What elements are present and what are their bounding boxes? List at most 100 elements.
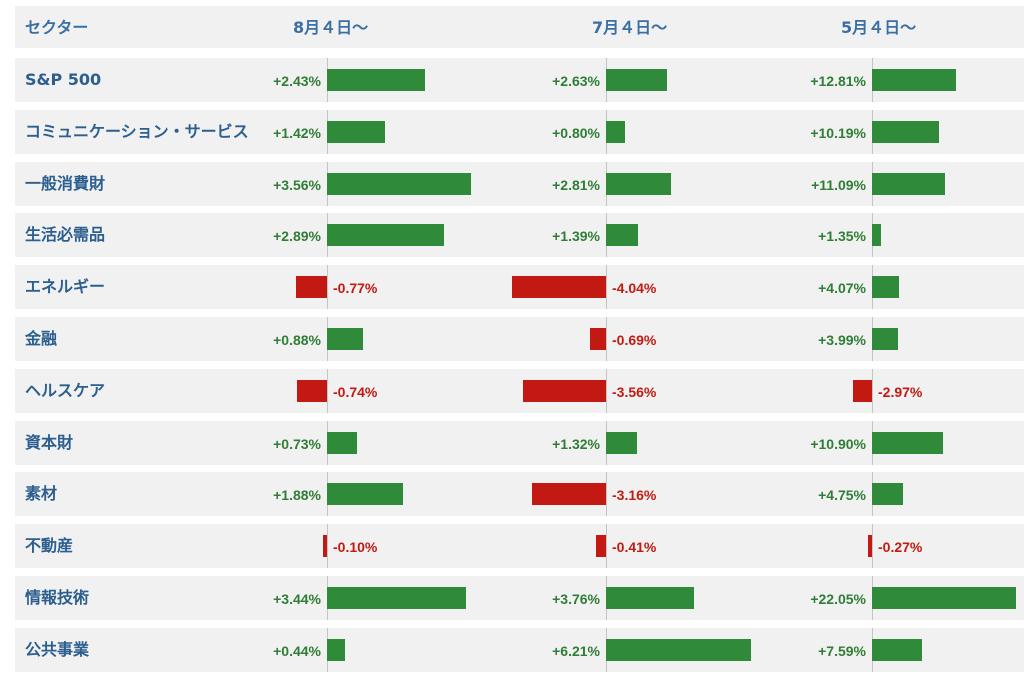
zero-axis-line [327,524,328,569]
value-label-aug4: +3.44% [273,591,321,607]
sector-label: 生活必需品 [25,225,106,245]
value-label-jul4: +0.80% [552,124,600,141]
sector-row: 資本財 +0.73% +1.32% +10.90% [15,420,1024,465]
zero-axis-line [327,368,328,413]
value-label-may4: +4.07% [818,280,866,297]
bar-aug4 [327,224,445,247]
bar-jul4 [606,69,668,91]
zero-axis-line [327,265,328,310]
sector-column-header: セクター [25,18,89,37]
sector-row: 生活必需品 +2.89% +1.39% +1.35% [15,213,1024,258]
value-label-may4: +11.09% [811,176,866,193]
value-label-jul4: +2.63% [552,73,600,89]
bar-may4 [872,638,922,661]
value-label-aug4: +2.89% [273,228,321,245]
value-label-aug4: -0.10% [333,539,378,556]
bar-jul4 [606,431,637,454]
bar-aug4 [327,120,385,143]
sector-label: 資本財 [25,432,74,452]
value-label-may4: +3.99% [818,332,866,348]
value-label-may4: +7.59% [818,642,866,659]
zero-axis-line [606,524,607,569]
sector-row: 素材 +1.88% -3.16% +4.75% [15,472,1024,517]
value-label-may4: -0.27% [878,539,923,556]
period-header-aug4: 8月４日〜 [293,18,369,37]
bar-may4 [868,535,872,558]
zero-axis-line [606,472,607,517]
value-label-may4: +12.81% [810,73,866,89]
zero-axis-line [872,524,873,569]
bar-jul4 [606,172,672,195]
sector-row: S&P 500 +2.43% +2.63% +12.81% [15,58,1024,102]
sector-row: エネルギー -0.77% -4.04% +4.07% [15,265,1024,310]
value-label-jul4: +3.76% [552,591,600,607]
sector-row: ヘルスケア -0.74% -3.56% -2.97% [15,368,1024,413]
sector-label: 不動産 [25,536,74,556]
bar-may4 [872,224,881,247]
bar-may4 [852,379,872,402]
bar-aug4 [327,483,404,506]
sector-label: 一般消費財 [25,173,106,193]
sector-label: エネルギー [25,277,106,297]
value-label-may4: -2.97% [878,383,923,400]
zero-axis-line [606,368,607,413]
sector-row: 情報技術 +3.44% +3.76% +22.05% [15,576,1024,620]
header-row: セクター 8月４日〜 7月４日〜 5月４日〜 [15,6,1024,48]
bar-aug4 [327,587,467,609]
value-label-jul4: -0.41% [612,539,657,556]
value-label-aug4: +2.43% [273,73,321,89]
bar-may4 [872,120,939,143]
bar-aug4 [322,535,327,558]
bar-aug4 [295,276,327,299]
bar-may4 [872,587,1017,609]
sector-row: コミュニケーション・サービス +1.42% +0.80% +10.19% [15,109,1024,154]
value-label-jul4: -3.56% [612,383,657,400]
bar-jul4 [523,379,606,402]
bar-aug4 [327,431,357,454]
value-label-jul4: -4.04% [612,280,657,297]
value-label-aug4: -0.74% [333,383,378,400]
bar-aug4 [297,379,327,402]
value-label-aug4: +1.42% [273,124,321,141]
sector-row: 不動産 -0.10% -0.41% -0.27% [15,524,1024,569]
bar-jul4 [596,535,606,558]
period-header-may4: 5月４日〜 [841,18,917,37]
sector-label: 公共事業 [25,639,90,659]
sector-row: 一般消費財 +3.56% +2.81% +11.09% [15,161,1024,206]
bar-jul4 [589,328,606,350]
sector-label: S&P 500 [25,70,102,89]
bar-jul4 [511,276,606,299]
zero-axis-line [606,265,607,310]
sector-row: 公共事業 +0.44% +6.21% +7.59% [15,627,1024,672]
value-label-jul4: +1.39% [552,228,600,245]
bar-aug4 [327,172,472,195]
bar-jul4 [532,483,606,506]
value-label-aug4: +0.73% [273,435,321,452]
sector-label: 金融 [25,329,58,348]
zero-axis-line [872,368,873,413]
sector-label: 素材 [25,484,58,504]
bar-jul4 [606,587,694,609]
value-label-aug4: +1.88% [273,487,321,504]
bar-may4 [872,276,899,299]
value-label-jul4: -3.16% [612,487,657,504]
bar-jul4 [606,120,625,143]
value-label-aug4: +3.56% [273,176,321,193]
bar-may4 [872,483,904,506]
bar-may4 [872,69,956,91]
value-label-may4: +4.75% [818,487,866,504]
bar-may4 [872,172,945,195]
value-label-jul4: +6.21% [552,642,600,659]
value-label-may4: +10.19% [810,124,866,141]
value-label-jul4: -0.69% [612,332,657,348]
bar-jul4 [606,638,751,661]
bar-may4 [872,431,944,454]
value-label-may4: +10.90% [810,435,866,452]
period-header-jul4: 7月４日〜 [592,18,668,37]
sector-label: 情報技術 [25,588,90,607]
bar-may4 [872,328,899,350]
value-label-aug4: +0.44% [273,642,321,659]
bar-aug4 [327,328,363,350]
value-label-may4: +1.35% [818,228,866,245]
value-label-may4: +22.05% [810,591,866,607]
